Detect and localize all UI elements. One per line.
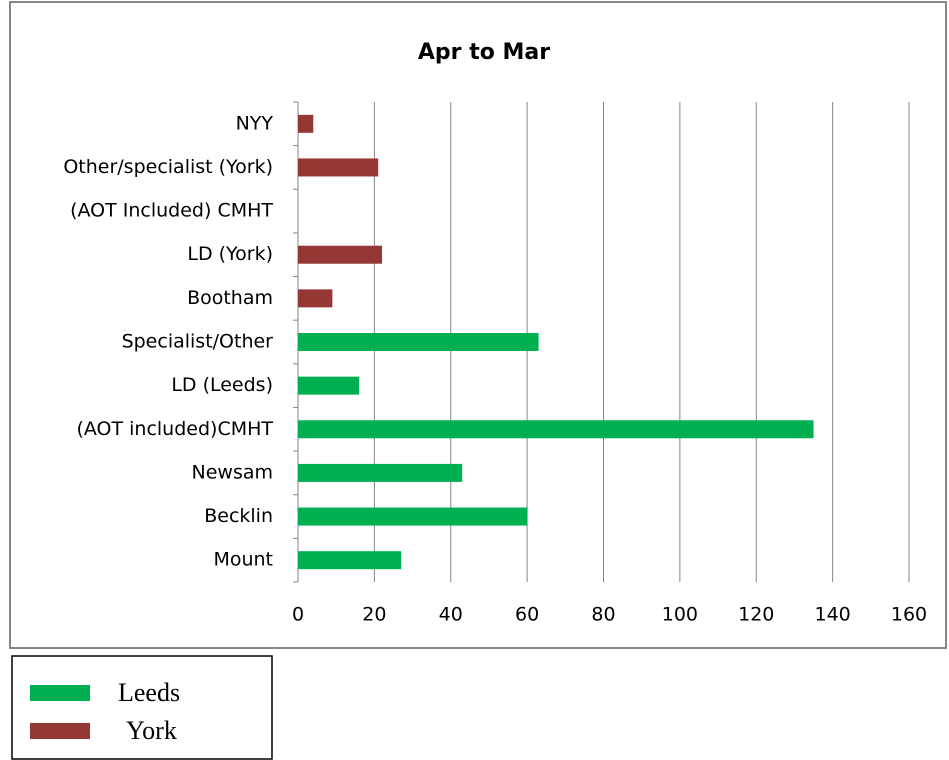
x-tick-label: 160: [891, 604, 927, 626]
y-tick-label: Newsam: [192, 461, 274, 483]
bar: [298, 245, 383, 264]
y-tick-label: NYY: [236, 112, 274, 134]
y-tick-label: Bootham: [187, 287, 273, 309]
x-tick-label: 140: [814, 604, 850, 626]
y-tick-label: (AOT Included) CMHT: [70, 200, 273, 222]
legend-swatch: [30, 685, 90, 701]
x-tick-label: 100: [662, 604, 698, 626]
legend: [11, 655, 273, 760]
x-tick-label: 20: [362, 604, 386, 626]
bar: [298, 289, 333, 308]
legend-label: Leeds: [118, 678, 180, 707]
y-tick-label: Specialist/Other: [122, 331, 274, 353]
bar: [298, 333, 539, 351]
y-tick-label: (AOT included)CMHT: [76, 418, 273, 440]
y-tick-label: Becklin: [204, 505, 273, 527]
legend-swatch: [30, 723, 90, 739]
y-tick-label: LD (York): [187, 243, 273, 265]
bar: [298, 507, 528, 526]
x-tick-label: 40: [439, 604, 463, 626]
chart-border: [9, 1, 947, 649]
bar: [298, 420, 814, 439]
x-tick-label: 60: [515, 604, 539, 626]
legend-label: York: [126, 716, 177, 745]
y-tick-label: LD (Leeds): [171, 374, 273, 396]
x-tick-label: 80: [591, 604, 615, 626]
bar: [298, 551, 402, 570]
bar: [298, 158, 379, 177]
y-tick-label: Mount: [213, 549, 273, 571]
bar: [298, 114, 314, 133]
x-tick-label: 0: [292, 604, 304, 626]
chart-title: Apr to Mar: [418, 40, 550, 65]
bar: [298, 376, 360, 395]
y-tick-label: Other/specialist (York): [63, 156, 273, 178]
x-tick-label: 120: [738, 604, 774, 626]
bar: [298, 463, 463, 482]
